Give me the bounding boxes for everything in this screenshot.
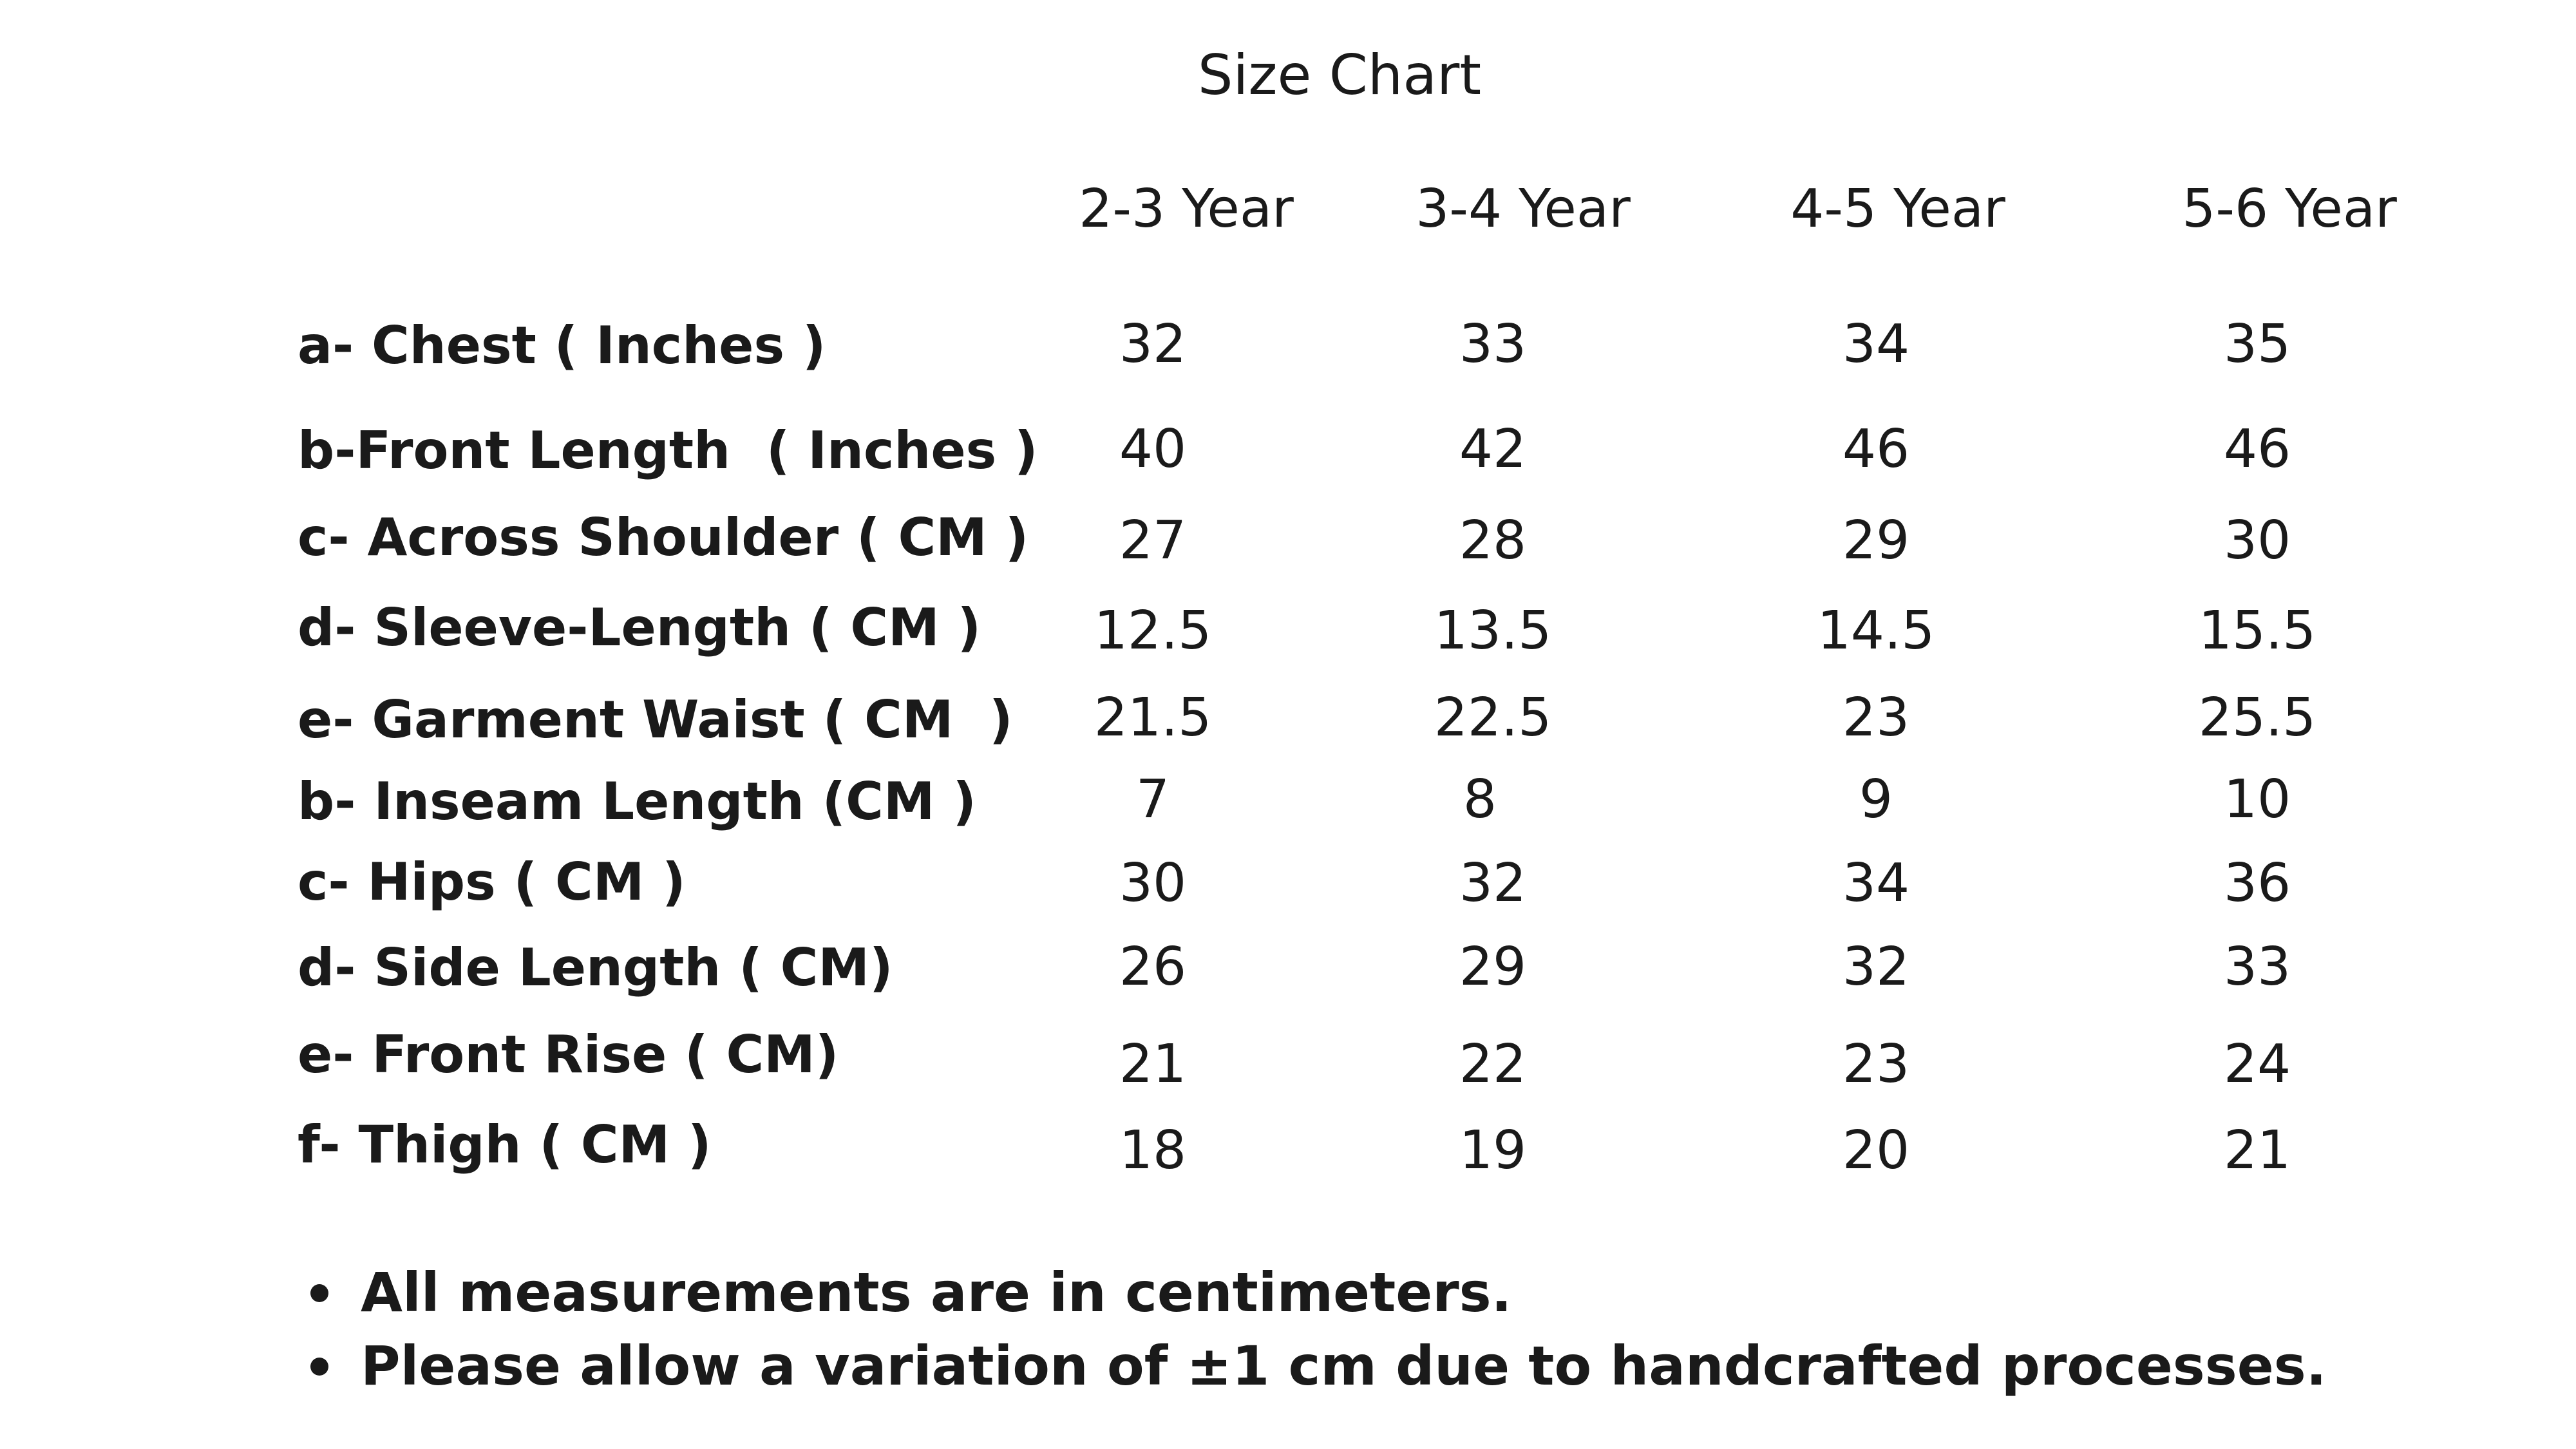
table-cell: 23 (1842, 1034, 1910, 1095)
column-header-3-4-year: 3-4 Year (1416, 178, 1631, 240)
table-cell: 22 (1459, 1034, 1527, 1095)
table-cell: 15.5 (2198, 600, 2316, 661)
bullet-icon (310, 1358, 328, 1376)
table-cell: 27 (1119, 510, 1187, 571)
table-cell: 35 (2223, 314, 2291, 375)
table-cell: 14.5 (1817, 600, 1935, 661)
table-cell: 18 (1119, 1120, 1187, 1181)
table-cell: 21 (2223, 1120, 2291, 1181)
table-cell: 34 (1842, 314, 1910, 375)
bullet-icon (310, 1284, 328, 1302)
table-cell: 25.5 (2198, 687, 2316, 748)
row-label: c- Hips ( CM ) (298, 852, 686, 912)
table-cell: 19 (1459, 1120, 1527, 1181)
row-label: c- Across Shoulder ( CM ) (298, 507, 1029, 567)
table-cell: 23 (1842, 687, 1910, 748)
row-label: d- Sleeve-Length ( CM ) (298, 598, 981, 658)
table-cell: 32 (1119, 314, 1187, 375)
table-cell: 46 (1842, 419, 1910, 480)
table-cell: 36 (2223, 853, 2291, 914)
note-text: Please allow a variation of ±1 cm due to… (361, 1334, 2327, 1397)
row-label: b- Inseam Length (CM ) (298, 772, 976, 831)
table-cell: 13.5 (1434, 600, 1552, 661)
table-cell: 24 (2223, 1034, 2291, 1095)
column-header-4-5-year: 4-5 Year (1790, 178, 2005, 240)
table-cell: 8 (1463, 769, 1497, 830)
row-label: b-Front Length ( Inches ) (298, 421, 1038, 480)
size-chart-title: Size Chart (1197, 43, 1482, 108)
note-item: Please allow a variation of ±1 cm due to… (303, 1329, 2327, 1403)
column-header-5-6-year: 5-6 Year (2182, 178, 2397, 240)
table-cell: 20 (1842, 1120, 1910, 1181)
table-cell: 30 (1119, 853, 1187, 914)
table-cell: 42 (1459, 419, 1527, 480)
table-cell: 33 (2223, 936, 2291, 998)
row-label: a- Chest ( Inches ) (298, 316, 826, 375)
table-cell: 30 (2223, 510, 2291, 571)
table-cell: 29 (1842, 510, 1910, 571)
row-label: f- Thigh ( CM ) (298, 1115, 712, 1175)
table-cell: 33 (1459, 314, 1527, 375)
table-cell: 29 (1459, 936, 1527, 998)
table-cell: 21 (1119, 1034, 1187, 1095)
table-cell: 34 (1842, 853, 1910, 914)
table-cell: 22.5 (1434, 687, 1552, 748)
table-cell: 46 (2223, 419, 2291, 480)
table-cell: 28 (1459, 510, 1527, 571)
table-cell: 10 (2223, 769, 2291, 830)
column-header-2-3-year: 2-3 Year (1079, 178, 1294, 240)
note-text: All measurements are in centimeters. (361, 1261, 1512, 1324)
row-label: e- Garment Waist ( CM ) (298, 690, 1013, 750)
note-item: All measurements are in centimeters. (303, 1256, 2327, 1329)
table-cell: 12.5 (1094, 600, 1212, 661)
table-cell: 9 (1859, 769, 1893, 830)
notes-list: All measurements are in centimeters. Ple… (303, 1256, 2327, 1403)
table-cell: 7 (1135, 769, 1170, 830)
table-cell: 32 (1459, 853, 1527, 914)
table-cell: 21.5 (1094, 687, 1212, 748)
table-cell: 32 (1842, 936, 1910, 998)
table-cell: 26 (1119, 936, 1187, 998)
row-label: d- Side Length ( CM) (298, 938, 893, 998)
row-label: e- Front Rise ( CM) (298, 1025, 839, 1084)
table-cell: 40 (1119, 419, 1187, 480)
